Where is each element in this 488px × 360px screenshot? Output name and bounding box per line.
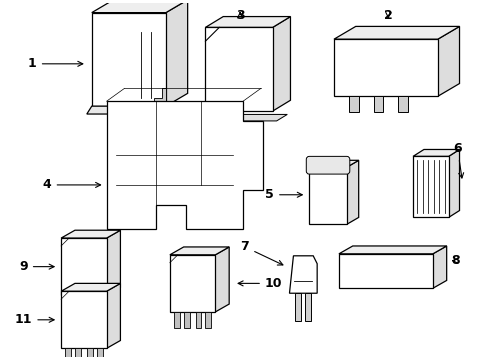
Polygon shape	[165, 0, 187, 106]
Polygon shape	[201, 114, 287, 121]
Polygon shape	[61, 283, 120, 291]
Text: 5: 5	[265, 188, 302, 201]
Polygon shape	[397, 96, 407, 112]
Polygon shape	[106, 230, 120, 295]
Polygon shape	[373, 96, 383, 112]
Polygon shape	[97, 295, 102, 311]
Polygon shape	[272, 17, 290, 111]
Polygon shape	[348, 96, 358, 112]
Polygon shape	[87, 348, 93, 360]
Polygon shape	[437, 26, 459, 96]
Polygon shape	[75, 348, 81, 360]
Polygon shape	[154, 89, 165, 106]
Polygon shape	[295, 293, 301, 321]
Polygon shape	[92, 0, 187, 13]
Polygon shape	[308, 160, 358, 167]
Text: 7: 7	[240, 240, 283, 265]
Text: 3: 3	[235, 9, 244, 22]
Polygon shape	[205, 312, 211, 328]
Polygon shape	[97, 348, 102, 360]
Text: 4: 4	[43, 179, 101, 192]
Polygon shape	[289, 256, 317, 293]
Polygon shape	[412, 156, 447, 217]
Polygon shape	[447, 149, 459, 217]
FancyBboxPatch shape	[305, 156, 349, 174]
Polygon shape	[338, 246, 446, 254]
Polygon shape	[205, 17, 290, 27]
Text: 1: 1	[28, 57, 82, 70]
Polygon shape	[87, 295, 93, 311]
Polygon shape	[346, 160, 358, 224]
Polygon shape	[61, 238, 106, 295]
Circle shape	[410, 263, 426, 279]
Circle shape	[344, 263, 360, 279]
Polygon shape	[61, 291, 106, 348]
Polygon shape	[195, 312, 201, 328]
Polygon shape	[308, 167, 346, 224]
Polygon shape	[412, 149, 459, 156]
Polygon shape	[169, 247, 229, 255]
Polygon shape	[432, 246, 446, 288]
Text: 6: 6	[452, 142, 463, 178]
Polygon shape	[183, 312, 189, 328]
Polygon shape	[205, 27, 272, 111]
Polygon shape	[87, 106, 182, 114]
Polygon shape	[338, 254, 432, 288]
Polygon shape	[305, 293, 310, 321]
Polygon shape	[106, 101, 262, 229]
Polygon shape	[106, 283, 120, 348]
Polygon shape	[215, 247, 229, 312]
Text: 2: 2	[383, 9, 392, 22]
Text: 10: 10	[238, 277, 282, 290]
Polygon shape	[65, 348, 71, 360]
Text: 8: 8	[450, 254, 459, 267]
Polygon shape	[169, 255, 215, 312]
Text: 9: 9	[19, 260, 54, 273]
Polygon shape	[333, 39, 437, 96]
Polygon shape	[333, 26, 459, 39]
Polygon shape	[61, 230, 120, 238]
Polygon shape	[173, 312, 180, 328]
Polygon shape	[75, 295, 81, 311]
Polygon shape	[92, 13, 165, 106]
Text: 11: 11	[15, 313, 54, 326]
Polygon shape	[65, 295, 71, 311]
